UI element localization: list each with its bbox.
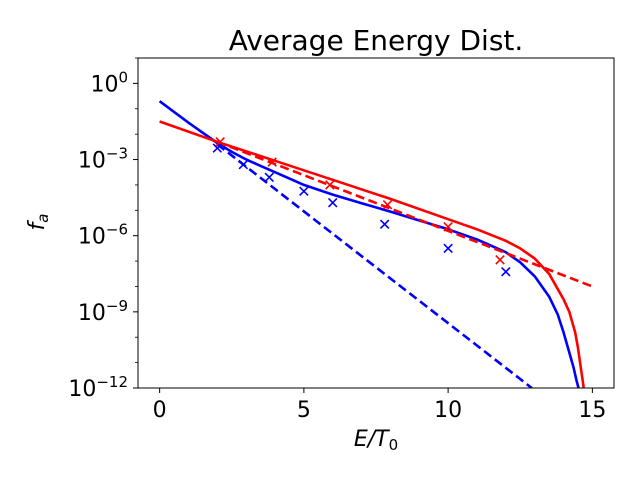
blue-x-marker [327,197,338,208]
plot-frame [137,57,615,389]
blue-x-marker [264,172,275,183]
y-axis-label-main: f [25,219,50,230]
x-axis-label-subscript: 0 [389,436,399,454]
blue-x-marker [238,159,249,170]
y-axis-label: fa [25,214,52,231]
blue-x-marker [443,243,453,254]
red-solid-line [159,120,586,388]
blue-x-marker [212,143,223,153]
x-axis-label-main: E/T [354,427,390,452]
x-tick-label: 5 [297,398,311,423]
red-x-marker [267,157,277,167]
red-x-marker [382,199,393,210]
y-tick-label: 10−6 [78,221,128,250]
red-x-marker [443,222,453,232]
y-tick-label: 10−9 [78,297,128,326]
x-tick-label: 10 [434,398,462,423]
y-tick-label: 10−12 [68,373,128,402]
y-tick-label: 10−3 [78,145,128,174]
blue-x-marker [379,219,390,230]
red-x-marker [495,255,505,265]
x-tick-label: 15 [578,398,606,423]
x-tick-label: 0 [153,398,167,423]
x-axis-label: E/T0 [354,427,398,454]
blue-dashed-line [216,143,533,388]
chart-title: Average Energy Dist. [229,24,524,57]
plot-area [158,100,593,388]
y-tick-label: 100 [90,68,128,97]
axis-ticks: 0 5 10 15 100 10−3 10−6 10−9 10−12 [68,57,606,423]
blue-x-marker [501,266,511,277]
red-x-marker [215,137,225,147]
blue-x-marker [299,186,309,197]
y-axis-label-subscript: a [34,214,52,223]
red-x-marker [325,180,335,190]
series-group [158,100,593,388]
